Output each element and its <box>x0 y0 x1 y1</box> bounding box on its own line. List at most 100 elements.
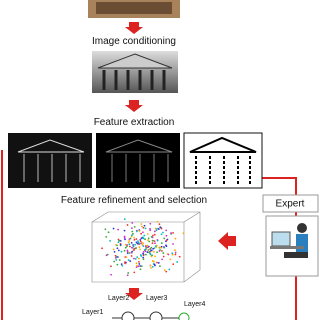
scatter-dot <box>129 260 132 263</box>
scatter-dot <box>150 246 153 249</box>
scatter-dot <box>151 242 154 245</box>
scatter-dot <box>160 233 163 236</box>
scatter-dot <box>117 228 120 231</box>
scatter-dot <box>161 249 163 252</box>
scatter-dot <box>140 223 143 225</box>
scatter-dot <box>133 257 135 260</box>
scatter-dot <box>176 261 179 263</box>
scatter-dot <box>138 246 141 248</box>
scatter-dot <box>132 244 135 246</box>
scatter-dot <box>154 245 157 248</box>
scatter-dot <box>131 234 133 237</box>
scatter-dot <box>138 260 140 263</box>
scatter-dot <box>149 229 152 232</box>
scatter-dot <box>157 228 160 230</box>
scatter-dot <box>174 249 176 252</box>
scatter-dot <box>142 258 145 261</box>
scatter-dot <box>113 250 116 253</box>
scatter-dot <box>127 272 130 274</box>
scatter-dot <box>142 254 145 257</box>
scatter-dot <box>125 256 128 259</box>
scatter-dot <box>135 262 138 265</box>
scatter-dot <box>120 250 123 253</box>
body <box>296 234 308 252</box>
scatter-dot <box>152 239 154 242</box>
scatter-dot <box>149 264 152 267</box>
scatter-dot <box>142 245 145 247</box>
scatter-dot <box>178 255 181 258</box>
scatter-dot <box>144 248 146 251</box>
scatter-dot <box>174 251 177 254</box>
expert-box <box>262 194 319 213</box>
scatter-dot <box>171 252 174 255</box>
scatter-dot <box>153 233 156 236</box>
scatter-dot <box>139 265 142 267</box>
scatter-dot <box>143 224 146 227</box>
scatter-dot <box>117 241 120 244</box>
scatter-dot <box>154 227 157 230</box>
scatter-dot <box>134 257 137 260</box>
scatter-dot <box>158 246 161 249</box>
scatter-dot <box>162 252 165 254</box>
scatter-dot <box>138 230 141 232</box>
scatter-dot <box>156 220 159 223</box>
scatter-dot <box>115 256 118 258</box>
step-label: Feature extraction <box>94 117 175 128</box>
scatter-dot <box>146 233 149 235</box>
scatter-dot <box>151 254 154 257</box>
scatter-dot <box>171 253 174 256</box>
scatter-dot <box>110 273 113 276</box>
scatter-dot <box>163 269 166 272</box>
scatter-dot <box>149 252 151 255</box>
scatter-dot <box>133 247 136 250</box>
scatter-dot <box>165 244 167 247</box>
scatter-dot <box>150 266 152 269</box>
scatter-dot <box>132 245 135 248</box>
scatter-dot <box>156 261 158 264</box>
scatter-dot <box>142 226 145 229</box>
scatter-dot <box>115 243 117 246</box>
scatter-dot <box>146 251 149 254</box>
scatter-dot <box>153 263 156 266</box>
scatter-dot <box>126 224 129 226</box>
edge <box>105 139 173 153</box>
scatter-dot <box>124 238 126 241</box>
scatter-dot <box>120 263 123 266</box>
scatter-dot <box>139 268 142 271</box>
layer-label: Layer4 <box>184 301 206 308</box>
scatter-dot <box>138 257 140 260</box>
scatter-dot <box>154 255 157 258</box>
scatter-dot <box>127 241 130 244</box>
desk <box>270 246 304 249</box>
scatter-dot <box>130 251 133 254</box>
arrow <box>218 232 236 250</box>
scatter-dot <box>151 234 154 237</box>
scatter-dot <box>109 240 111 242</box>
scatter-dot <box>167 253 170 256</box>
scatter-dot <box>157 262 160 264</box>
scatter-dot <box>137 265 140 268</box>
scatter-dot <box>165 270 168 273</box>
feature-image <box>8 133 92 188</box>
scatter-dot <box>139 248 141 251</box>
scatter-dot <box>118 259 121 261</box>
edge <box>17 139 85 153</box>
scatter-dot <box>127 259 130 262</box>
scatter-dot <box>123 249 126 252</box>
scatter-dot <box>154 242 156 245</box>
scatter-plot <box>91 211 201 283</box>
scatter-dot <box>139 240 142 243</box>
scatter-dot <box>123 218 126 221</box>
scatter-dot <box>141 243 144 246</box>
feature-image <box>96 133 180 188</box>
scatter-dot <box>147 249 150 251</box>
scatter-dot <box>140 242 142 245</box>
scatter-dot <box>123 229 126 232</box>
scatter-dot <box>144 245 147 247</box>
scatter-dot <box>148 240 151 243</box>
expert-label: Expert <box>276 199 305 210</box>
scatter-dot <box>134 247 137 250</box>
scatter-dot <box>147 246 149 249</box>
